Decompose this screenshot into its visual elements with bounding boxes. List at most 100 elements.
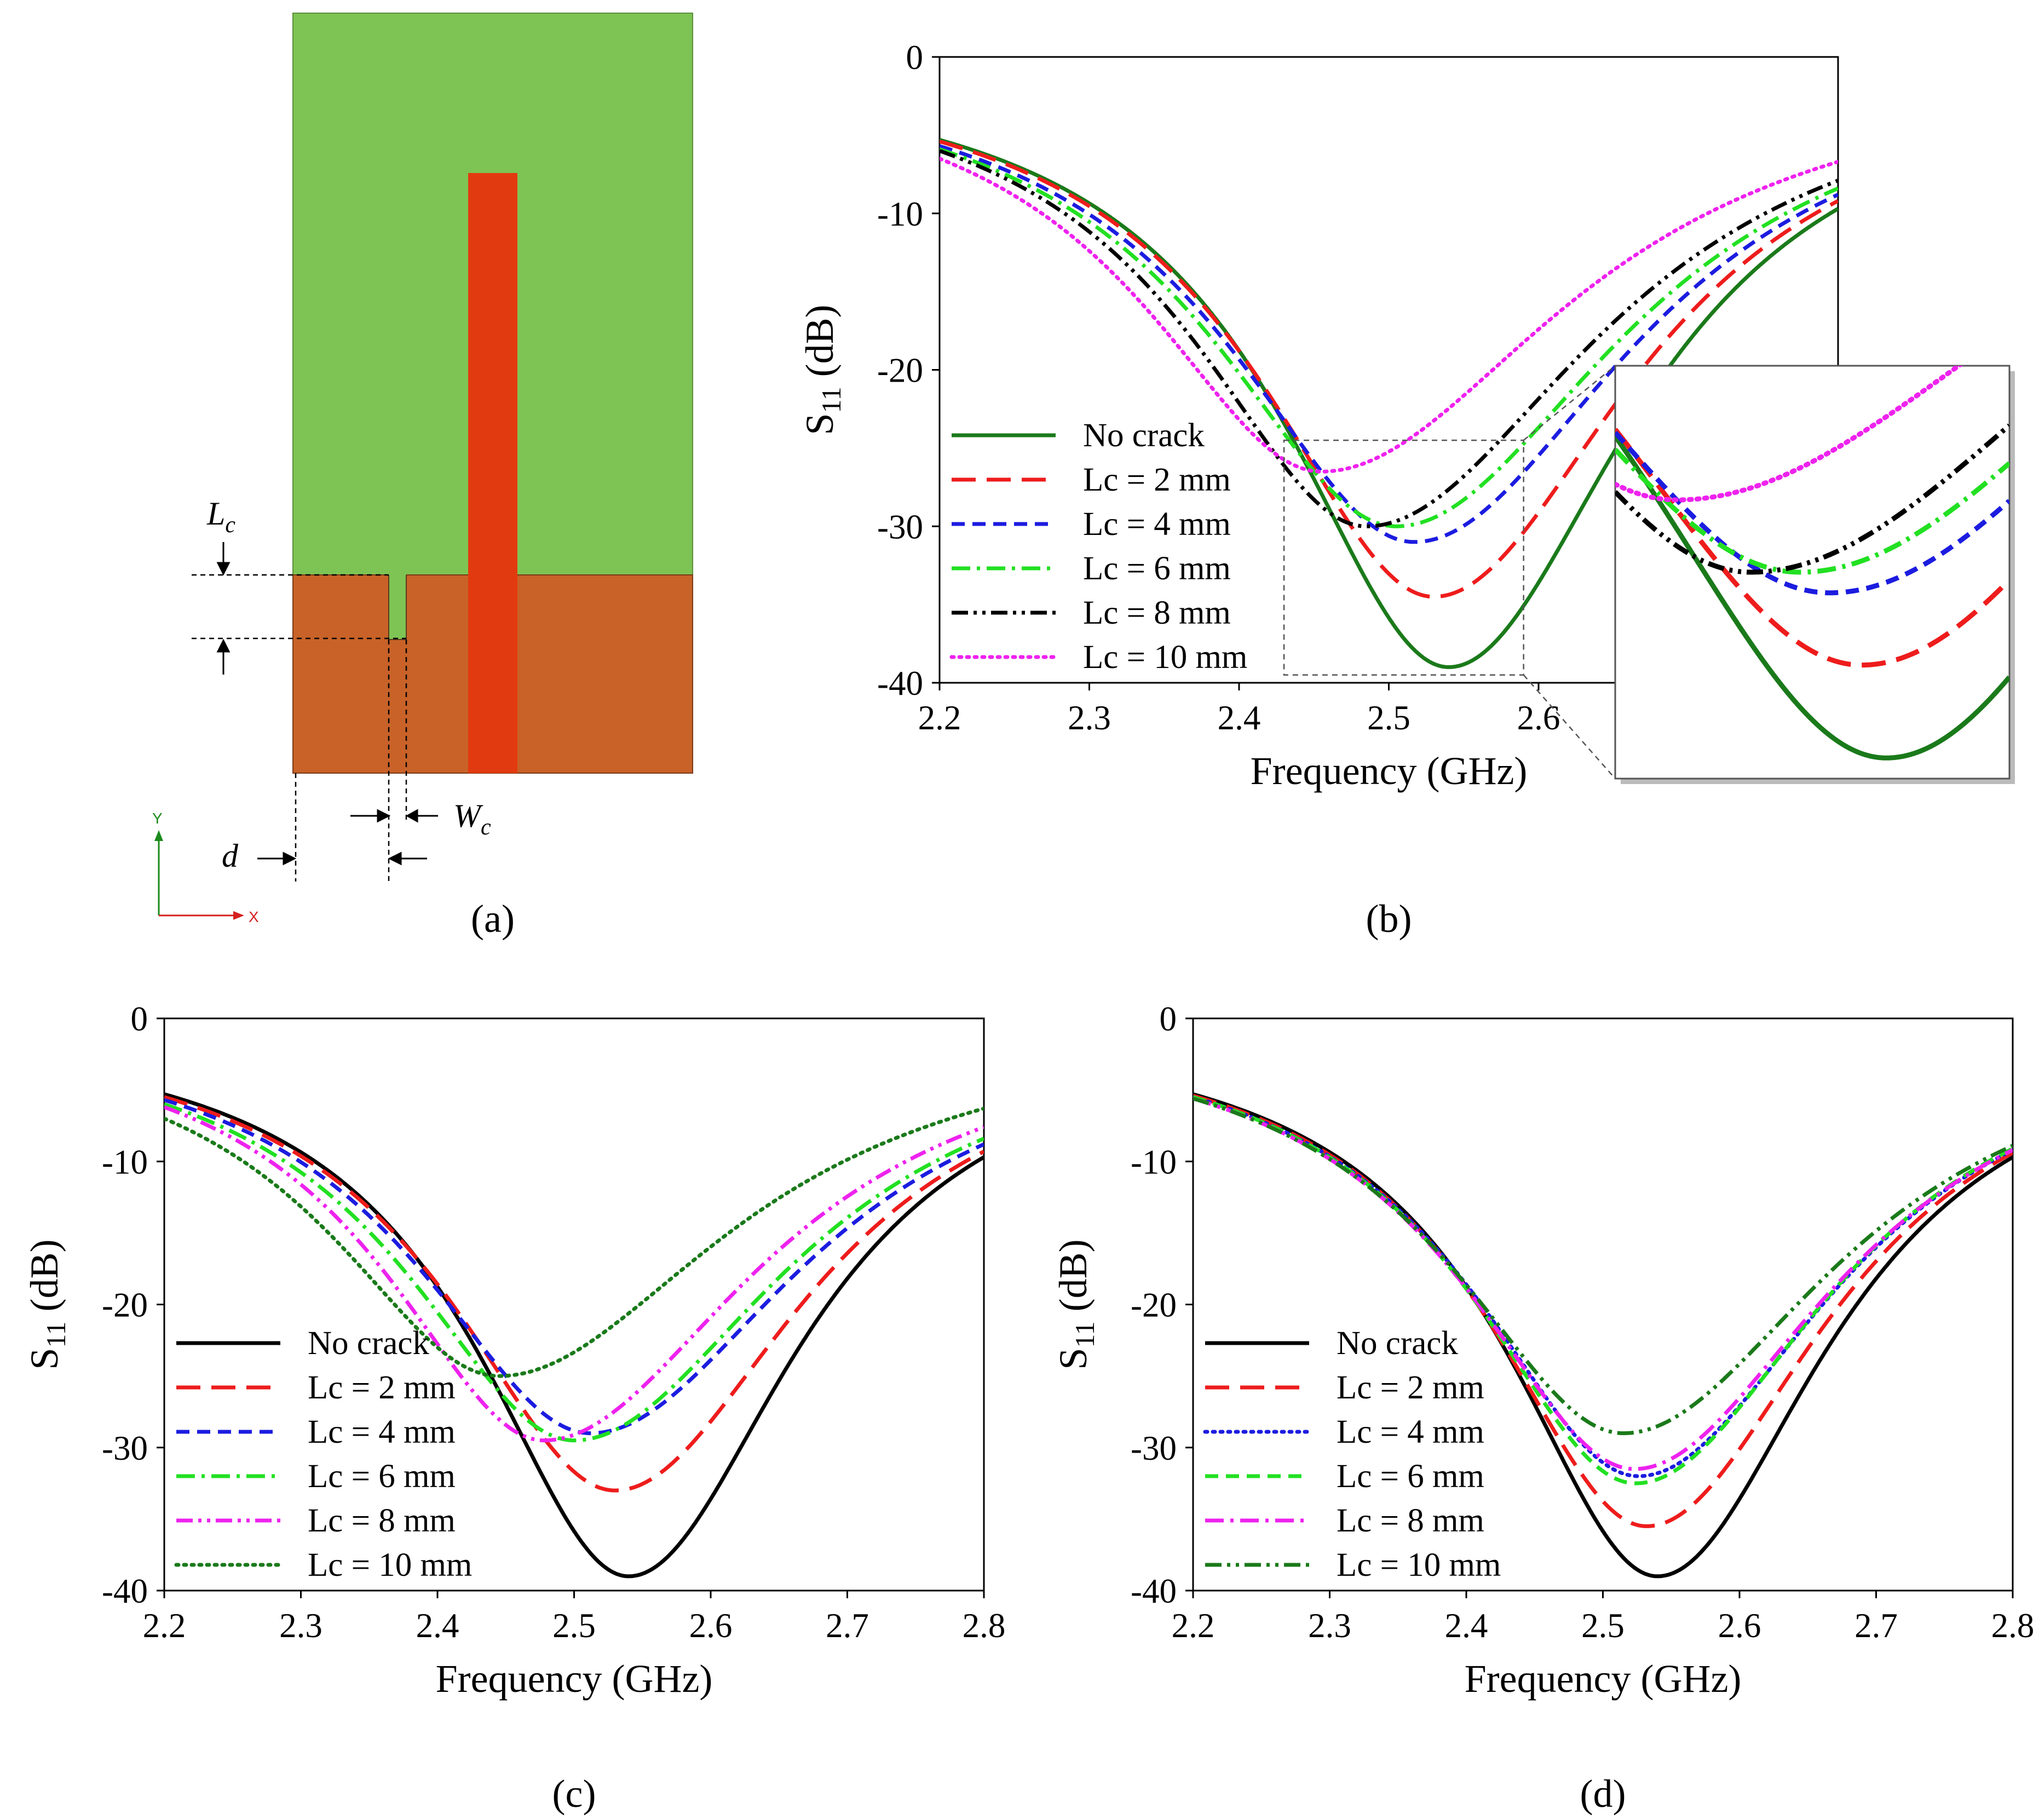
y-tick-label: 0 <box>131 1000 148 1038</box>
chart-c: 0 -10 -20 -30 -402.2 2.3 2.4 2.5 2.6 2.7 2.8 Freque… <box>22 1000 1005 1816</box>
y-tick-label: -10 <box>877 195 923 233</box>
legend-entry: Lc = 4 mm <box>1337 1414 1484 1450</box>
legend-entry: Lc = 4 mm <box>308 1414 456 1450</box>
series-line-1 <box>940 139 1838 599</box>
x-tick-label: 2.4 <box>416 1606 459 1645</box>
legend-entry: Lc = 10 mm <box>1337 1547 1501 1583</box>
dimension-arrows <box>216 542 438 866</box>
y-tick-label: -30 <box>102 1429 148 1467</box>
series-line-0 <box>164 1092 984 1579</box>
x-tick-label: 2.8 <box>963 1606 1006 1645</box>
x-tick-label: 2.2 <box>918 699 961 737</box>
legend-entry: No crack <box>1083 417 1205 454</box>
legend-entry: Lc = 2 mm <box>1337 1369 1484 1406</box>
series-line-2 <box>164 1098 984 1436</box>
series-line-3 <box>940 147 1838 528</box>
series-line-2 <box>1193 1095 2013 1478</box>
x-tick-label: 2.5 <box>1367 699 1410 737</box>
antenna-schematic: Lc Wc d Y X (a) <box>152 13 693 941</box>
zoom-connector <box>1523 674 1616 779</box>
chart-d: 0 -10 -20 -30 -402.2 2.3 2.4 2.5 2.6 2.7 2.8 Freque… <box>1051 1000 2034 1816</box>
series-line-4 <box>940 149 1838 528</box>
panel-label-c: (c) <box>552 1772 596 1816</box>
dim-d-label: d <box>222 838 239 874</box>
legend-entry: Lc = 8 mm <box>308 1502 456 1539</box>
y-tick-label: -10 <box>1131 1143 1177 1181</box>
x-tick-label: 2.5 <box>552 1606 596 1645</box>
series-line-5 <box>1193 1096 2013 1436</box>
legend-entry: Lc = 8 mm <box>1083 595 1231 631</box>
x-tick-label: 2.7 <box>826 1606 869 1645</box>
x-tick-label: 2.3 <box>279 1606 322 1645</box>
series-line-0 <box>1193 1092 2013 1579</box>
x-axis-arrowhead <box>233 911 244 920</box>
series-line-1 <box>164 1095 984 1493</box>
x-tick-label: 2.3 <box>1068 699 1111 737</box>
panel-label-a: (a) <box>471 897 515 941</box>
series-line-3 <box>1193 1095 2013 1485</box>
y-axis-label: S11 (dB) <box>798 304 846 435</box>
y-tick-label: -30 <box>1131 1429 1177 1467</box>
y-axis-label: S11 (dB) <box>22 1239 71 1369</box>
x-axis-label: Frequency (GHz) <box>1465 1657 1742 1701</box>
legend-entry: No crack <box>308 1325 429 1362</box>
y-tick-label: -10 <box>102 1143 148 1181</box>
x-tick-label: 2.6 <box>1517 699 1560 737</box>
series-line-3 <box>164 1102 984 1443</box>
x-tick-label: 2.4 <box>1445 1606 1488 1645</box>
panel-label-b: (b) <box>1366 897 1412 941</box>
y-tick-label: 0 <box>906 38 924 77</box>
inset-series-line-4 <box>1615 423 2009 575</box>
x-tick-label: 2.2 <box>1172 1606 1215 1645</box>
x-tick-label: 2.5 <box>1581 1606 1625 1645</box>
dimension-guides <box>192 574 407 882</box>
y-tick-label: -20 <box>877 352 923 390</box>
dim-lc-label: Lc <box>206 496 235 538</box>
series-line-5 <box>940 157 1838 474</box>
plot-frame <box>163 1017 985 1592</box>
series-line-4 <box>164 1105 984 1443</box>
series-line-5 <box>164 1107 984 1378</box>
y-axis-arrowhead <box>154 830 163 841</box>
series-line-4 <box>1193 1096 2013 1471</box>
series-line-2 <box>940 144 1838 544</box>
inset-frame <box>1614 365 2011 780</box>
legend-entry: Lc = 8 mm <box>1337 1502 1484 1539</box>
y-tick-label: -40 <box>877 664 923 702</box>
x-tick-label: 2.6 <box>1718 1606 1761 1645</box>
y-tick-label: -40 <box>1131 1572 1177 1610</box>
plot-frame <box>1192 1017 2014 1592</box>
legend-entry: No crack <box>1337 1325 1458 1362</box>
crack-slot <box>389 574 406 640</box>
chart-b: 0 -10 -20 -30 -402.2 2.3 2.4 2.5 2.6 Frequency (G… <box>798 38 2015 941</box>
feed-line <box>468 173 517 773</box>
x-tick-label: 2.3 <box>1308 1606 1351 1645</box>
inset-series-line-0 <box>1615 435 2009 761</box>
legend-entry: Lc = 2 mm <box>308 1369 456 1406</box>
legend-entry: Lc = 2 mm <box>1083 462 1231 498</box>
legend-entry: Lc = 6 mm <box>1083 550 1231 587</box>
x-tick-label: 2.4 <box>1218 699 1261 737</box>
legend-entry: Lc = 6 mm <box>1337 1458 1484 1495</box>
inset-series-line-1 <box>1615 428 2009 668</box>
x-tick-label: 2.6 <box>689 1606 733 1645</box>
x-tick-label: 2.7 <box>1854 1606 1898 1645</box>
x-axis-label: Frequency (GHz) <box>1251 749 1528 793</box>
inset-series-line-5 <box>1615 366 1963 503</box>
y-tick-label: -20 <box>1131 1286 1177 1324</box>
legend-entry: Lc = 10 mm <box>308 1547 472 1583</box>
dim-wc-label: Wc <box>453 798 491 840</box>
y-axis-label: S11 (dB) <box>1051 1239 1100 1369</box>
panel-label-d: (d) <box>1580 1772 1626 1816</box>
legend-entry: Lc = 10 mm <box>1083 639 1247 676</box>
y-tick-label: 0 <box>1160 1000 1177 1038</box>
x-tick-label: 2.2 <box>143 1606 186 1645</box>
inset-series-line-2 <box>1615 430 2009 596</box>
y-axis-label: Y <box>152 810 163 827</box>
legend-entry: Lc = 4 mm <box>1083 506 1231 543</box>
x-axis-label: Frequency (GHz) <box>436 1657 713 1701</box>
series-line-0 <box>940 138 1838 669</box>
y-tick-label: -30 <box>877 508 923 546</box>
y-tick-label: -20 <box>102 1286 148 1324</box>
